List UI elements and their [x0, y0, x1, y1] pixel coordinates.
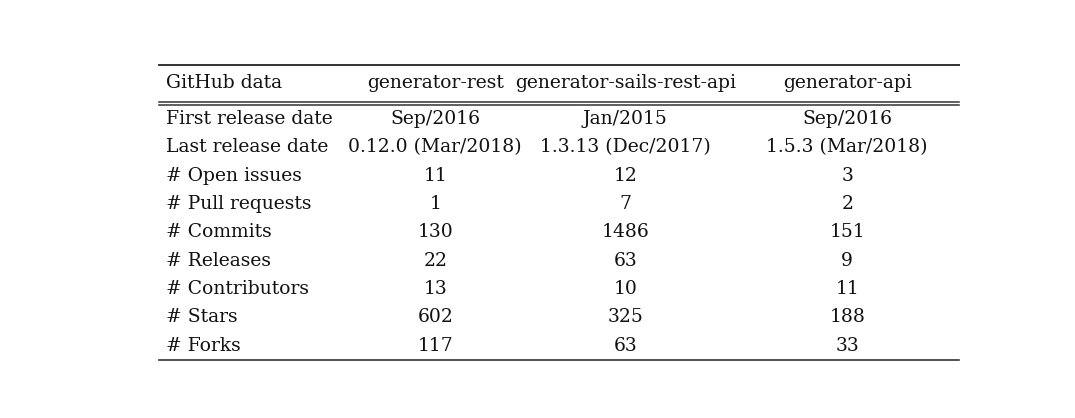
Text: GitHub data: GitHub data: [166, 74, 282, 92]
Text: 11: 11: [835, 280, 859, 298]
Text: 63: 63: [614, 252, 637, 270]
Text: Jan/2015: Jan/2015: [583, 110, 668, 128]
Text: 151: 151: [829, 223, 865, 241]
Text: # Commits: # Commits: [166, 223, 272, 241]
Text: Last release date: Last release date: [166, 138, 328, 156]
Text: 3: 3: [842, 167, 854, 185]
Text: Sep/2016: Sep/2016: [802, 110, 892, 128]
Text: 2: 2: [842, 195, 854, 213]
Text: # Stars: # Stars: [166, 308, 238, 326]
Text: 602: 602: [417, 308, 454, 326]
Text: 9: 9: [842, 252, 854, 270]
Text: 130: 130: [417, 223, 454, 241]
Text: 1: 1: [429, 195, 441, 213]
Text: # Forks: # Forks: [166, 336, 241, 354]
Text: Sep/2016: Sep/2016: [390, 110, 481, 128]
Text: 1486: 1486: [601, 223, 649, 241]
Text: generator-api: generator-api: [783, 74, 912, 92]
Text: # Pull requests: # Pull requests: [166, 195, 312, 213]
Text: 188: 188: [829, 308, 865, 326]
Text: 117: 117: [417, 336, 454, 354]
Text: 13: 13: [424, 280, 447, 298]
Text: generator-sails-rest-api: generator-sails-rest-api: [515, 74, 735, 92]
Text: 12: 12: [614, 167, 637, 185]
Text: 22: 22: [424, 252, 447, 270]
Text: # Open issues: # Open issues: [166, 167, 302, 185]
Text: 33: 33: [835, 336, 859, 354]
Text: 11: 11: [424, 167, 447, 185]
Text: 1.3.13 (Dec/2017): 1.3.13 (Dec/2017): [540, 138, 711, 156]
Text: 325: 325: [607, 308, 643, 326]
Text: 10: 10: [614, 280, 637, 298]
Text: 7: 7: [619, 195, 631, 213]
Text: 63: 63: [614, 336, 637, 354]
Text: 1.5.3 (Mar/2018): 1.5.3 (Mar/2018): [766, 138, 928, 156]
Text: 0.12.0 (Mar/2018): 0.12.0 (Mar/2018): [348, 138, 522, 156]
Text: # Releases: # Releases: [166, 252, 271, 270]
Text: First release date: First release date: [166, 110, 332, 128]
Text: generator-rest: generator-rest: [367, 74, 504, 92]
Text: # Contributors: # Contributors: [166, 280, 309, 298]
